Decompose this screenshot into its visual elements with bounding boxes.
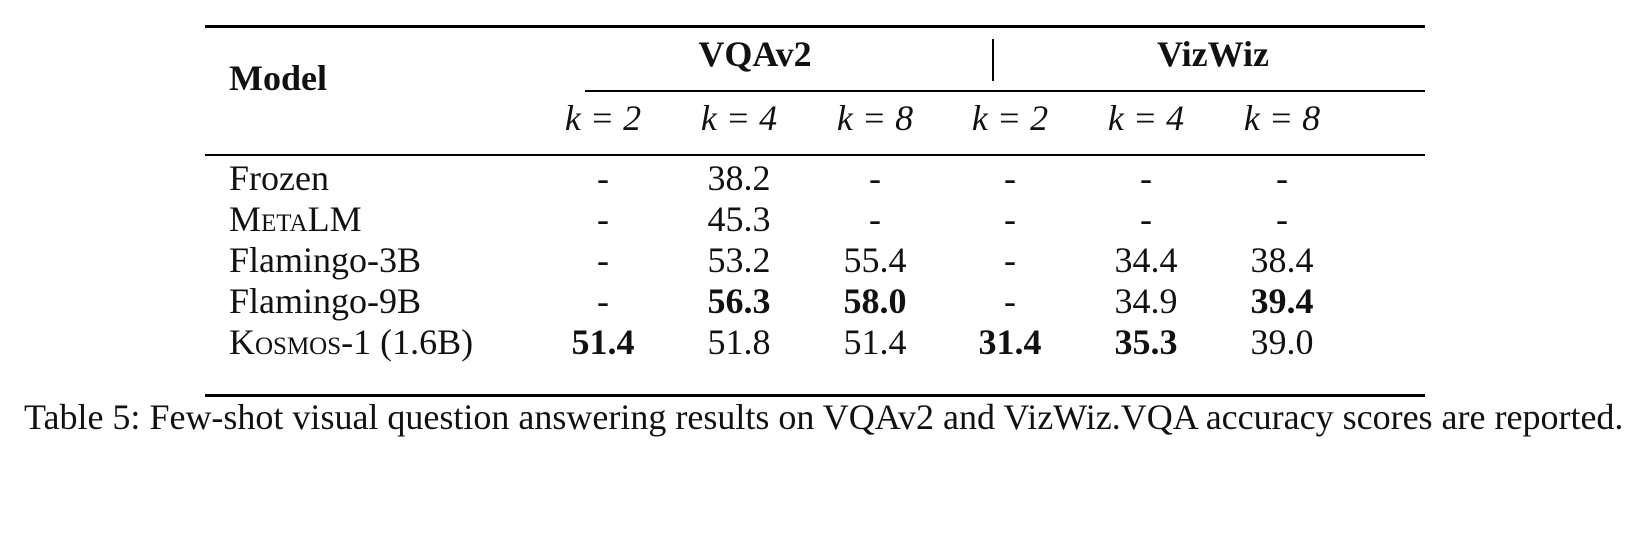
model-name-flamingo-9b: Flamingo-9B: [229, 281, 422, 321]
score-cell: -: [1004, 158, 1016, 198]
score-cell: -: [597, 281, 609, 321]
score-cell: -: [597, 199, 609, 239]
score-cell-best: 56.3: [707, 281, 771, 321]
score-cell: -: [1140, 199, 1152, 239]
score-cell-best: 58.0: [843, 281, 907, 321]
score-cell: 38.2: [707, 158, 771, 198]
score-cell: -: [1276, 199, 1288, 239]
k-header: k = 2: [971, 98, 1049, 138]
score-cell-best: 51.4: [571, 322, 635, 362]
model-name-flamingo-3b: Flamingo-3B: [229, 240, 422, 280]
score-cell: 51.4: [843, 322, 907, 362]
score-cell-best: 31.4: [978, 322, 1042, 362]
score-cell: -: [597, 158, 609, 198]
score-cell: 34.4: [1114, 240, 1178, 280]
score-cell-best: 39.4: [1250, 281, 1314, 321]
group-header-vizwiz: VizWiz: [1157, 34, 1269, 74]
table-caption: Table 5: Few-shot visual question answer…: [24, 397, 1624, 437]
score-cell: 39.0: [1250, 322, 1314, 362]
group-header-vqav2: VQAv2: [698, 34, 812, 74]
score-cell: -: [1004, 281, 1016, 321]
model-column-header: Model: [229, 58, 327, 98]
model-name-metalm: MetaLM: [229, 199, 362, 239]
score-cell-best: 35.3: [1114, 322, 1178, 362]
group-separator: [992, 39, 994, 81]
score-cell: 51.8: [707, 322, 771, 362]
k-header: k = 8: [836, 98, 914, 138]
k-header: k = 8: [1243, 98, 1321, 138]
score-cell: 38.4: [1250, 240, 1314, 280]
score-cell: -: [1004, 199, 1016, 239]
score-cell: -: [1140, 158, 1152, 198]
model-name-frozen: Frozen: [229, 158, 329, 198]
group-underline: [585, 90, 1425, 92]
k-header: k = 2: [564, 98, 642, 138]
score-cell: -: [869, 158, 881, 198]
bottom-rule: [205, 394, 1425, 397]
score-cell: 34.9: [1114, 281, 1178, 321]
k-header: k = 4: [1107, 98, 1185, 138]
score-cell: -: [1004, 240, 1016, 280]
score-cell: -: [869, 199, 881, 239]
model-name-kosmos-1: Kosmos-1 (1.6B): [229, 322, 474, 362]
score-cell: 45.3: [707, 199, 771, 239]
header-rule: [205, 154, 1425, 156]
score-cell: 55.4: [843, 240, 907, 280]
score-cell: -: [597, 240, 609, 280]
k-header: k = 4: [700, 98, 778, 138]
score-cell: -: [1276, 158, 1288, 198]
score-cell: 53.2: [707, 240, 771, 280]
top-rule: [205, 25, 1425, 28]
